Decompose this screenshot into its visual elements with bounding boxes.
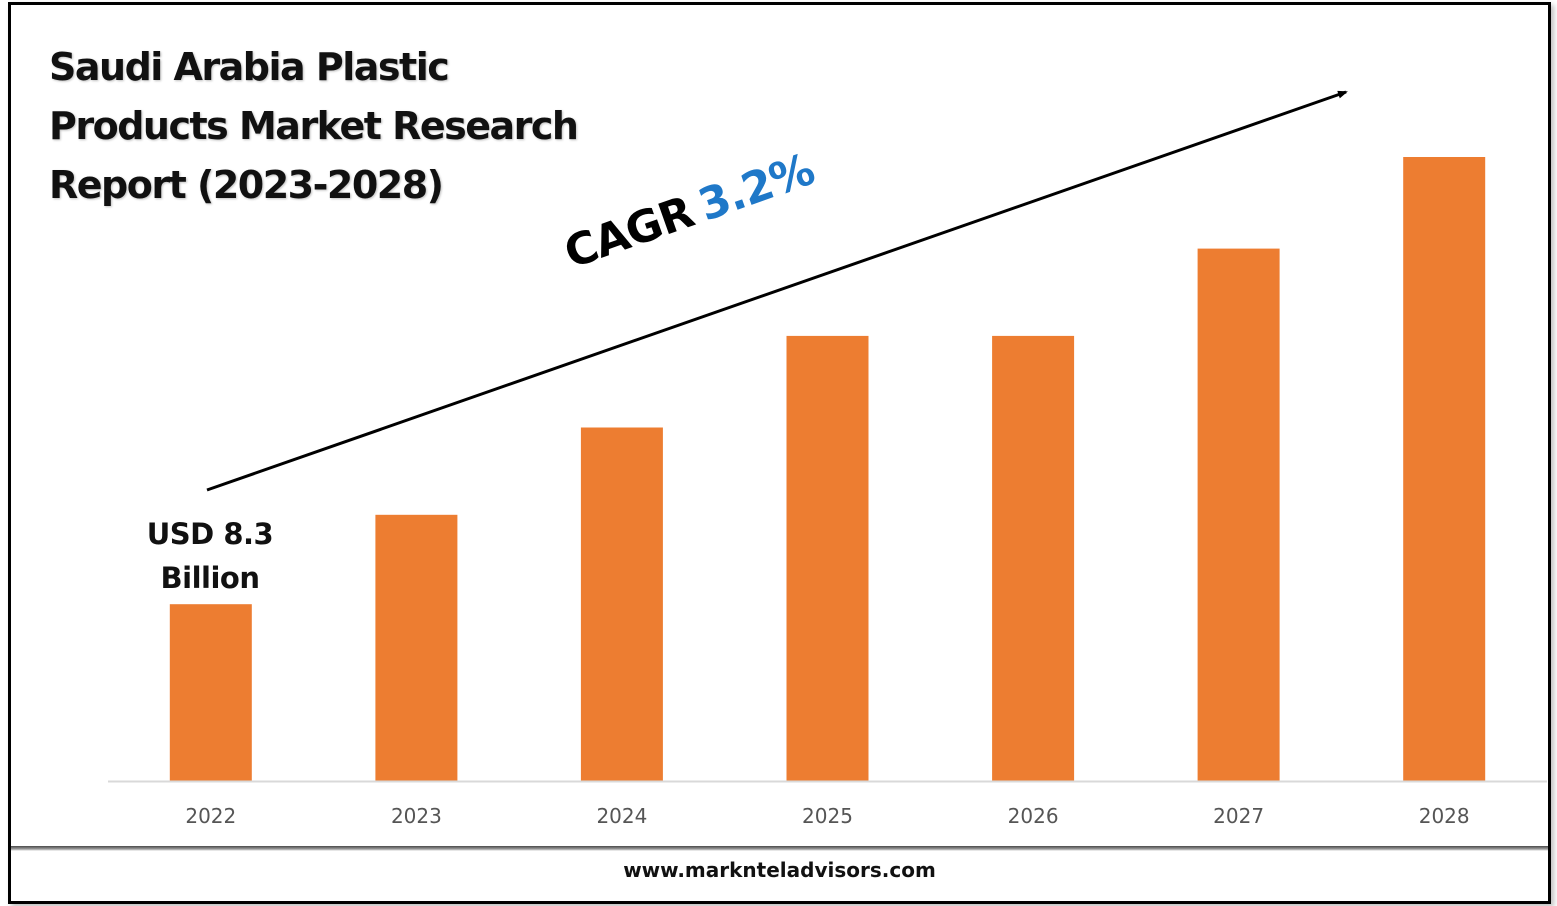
x-tick-label-2022: 2022 [185,804,236,828]
title-line-3: Report (2023-2028) [49,163,444,207]
title-line-2: Products Market Research [49,104,579,148]
x-tick-label-2028: 2028 [1419,804,1470,828]
base-value-annotation: USD 8.3 Billion [130,512,290,600]
x-tick-label-2024: 2024 [596,804,647,828]
x-tick-labels: 2022 2023 2024 2025 2026 2027 2028 [185,804,1469,828]
chart-title: Saudi Arabia Plastic Products Market Res… [49,38,669,215]
annotation-line-2: Billion [160,561,260,595]
bar-2026 [992,335,1075,781]
chart-frame [8,2,1551,904]
bar-2022 [169,604,252,781]
growth-trend-arrow [206,90,1348,492]
bar-2025 [786,335,869,781]
x-tick-label-2025: 2025 [802,804,853,828]
panel-divider-shadow [11,846,1548,851]
x-tick-label-2023: 2023 [391,804,442,828]
footer-website[interactable]: www.marknteladvisors.com [623,858,936,882]
bar-2027 [1197,248,1280,782]
x-tick-label-2026: 2026 [1008,804,1059,828]
annotation-line-1: USD 8.3 [146,517,274,551]
bars-group [169,157,1486,782]
bar-2024 [580,427,663,781]
bar-2023 [375,514,458,781]
bar-2028 [1403,157,1486,781]
x-tick-label-2027: 2027 [1213,804,1264,828]
title-line-1: Saudi Arabia Plastic [49,45,450,89]
